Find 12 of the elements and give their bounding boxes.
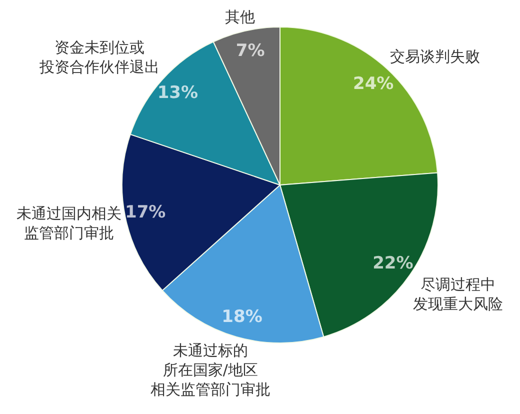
data-label: 13%	[157, 83, 198, 104]
data-label: 17%	[124, 202, 166, 223]
slice-label: 其他	[225, 8, 256, 26]
slice-label: 未通过标的所在国家/地区相关监管部门审批	[150, 341, 270, 398]
slice-label: 未通过国内相关监管部门审批	[16, 204, 122, 242]
data-label: 24%	[352, 74, 394, 94]
slice-label: 尽调过程中发现重大风险	[413, 275, 504, 313]
data-label: 22%	[372, 253, 414, 274]
data-label: 7%	[236, 40, 265, 61]
slice-label: 资金未到位或投资合作伙伴退出	[38, 38, 160, 76]
data-label: 18%	[222, 307, 262, 328]
slice-label: 交易谈判失败	[390, 47, 480, 66]
